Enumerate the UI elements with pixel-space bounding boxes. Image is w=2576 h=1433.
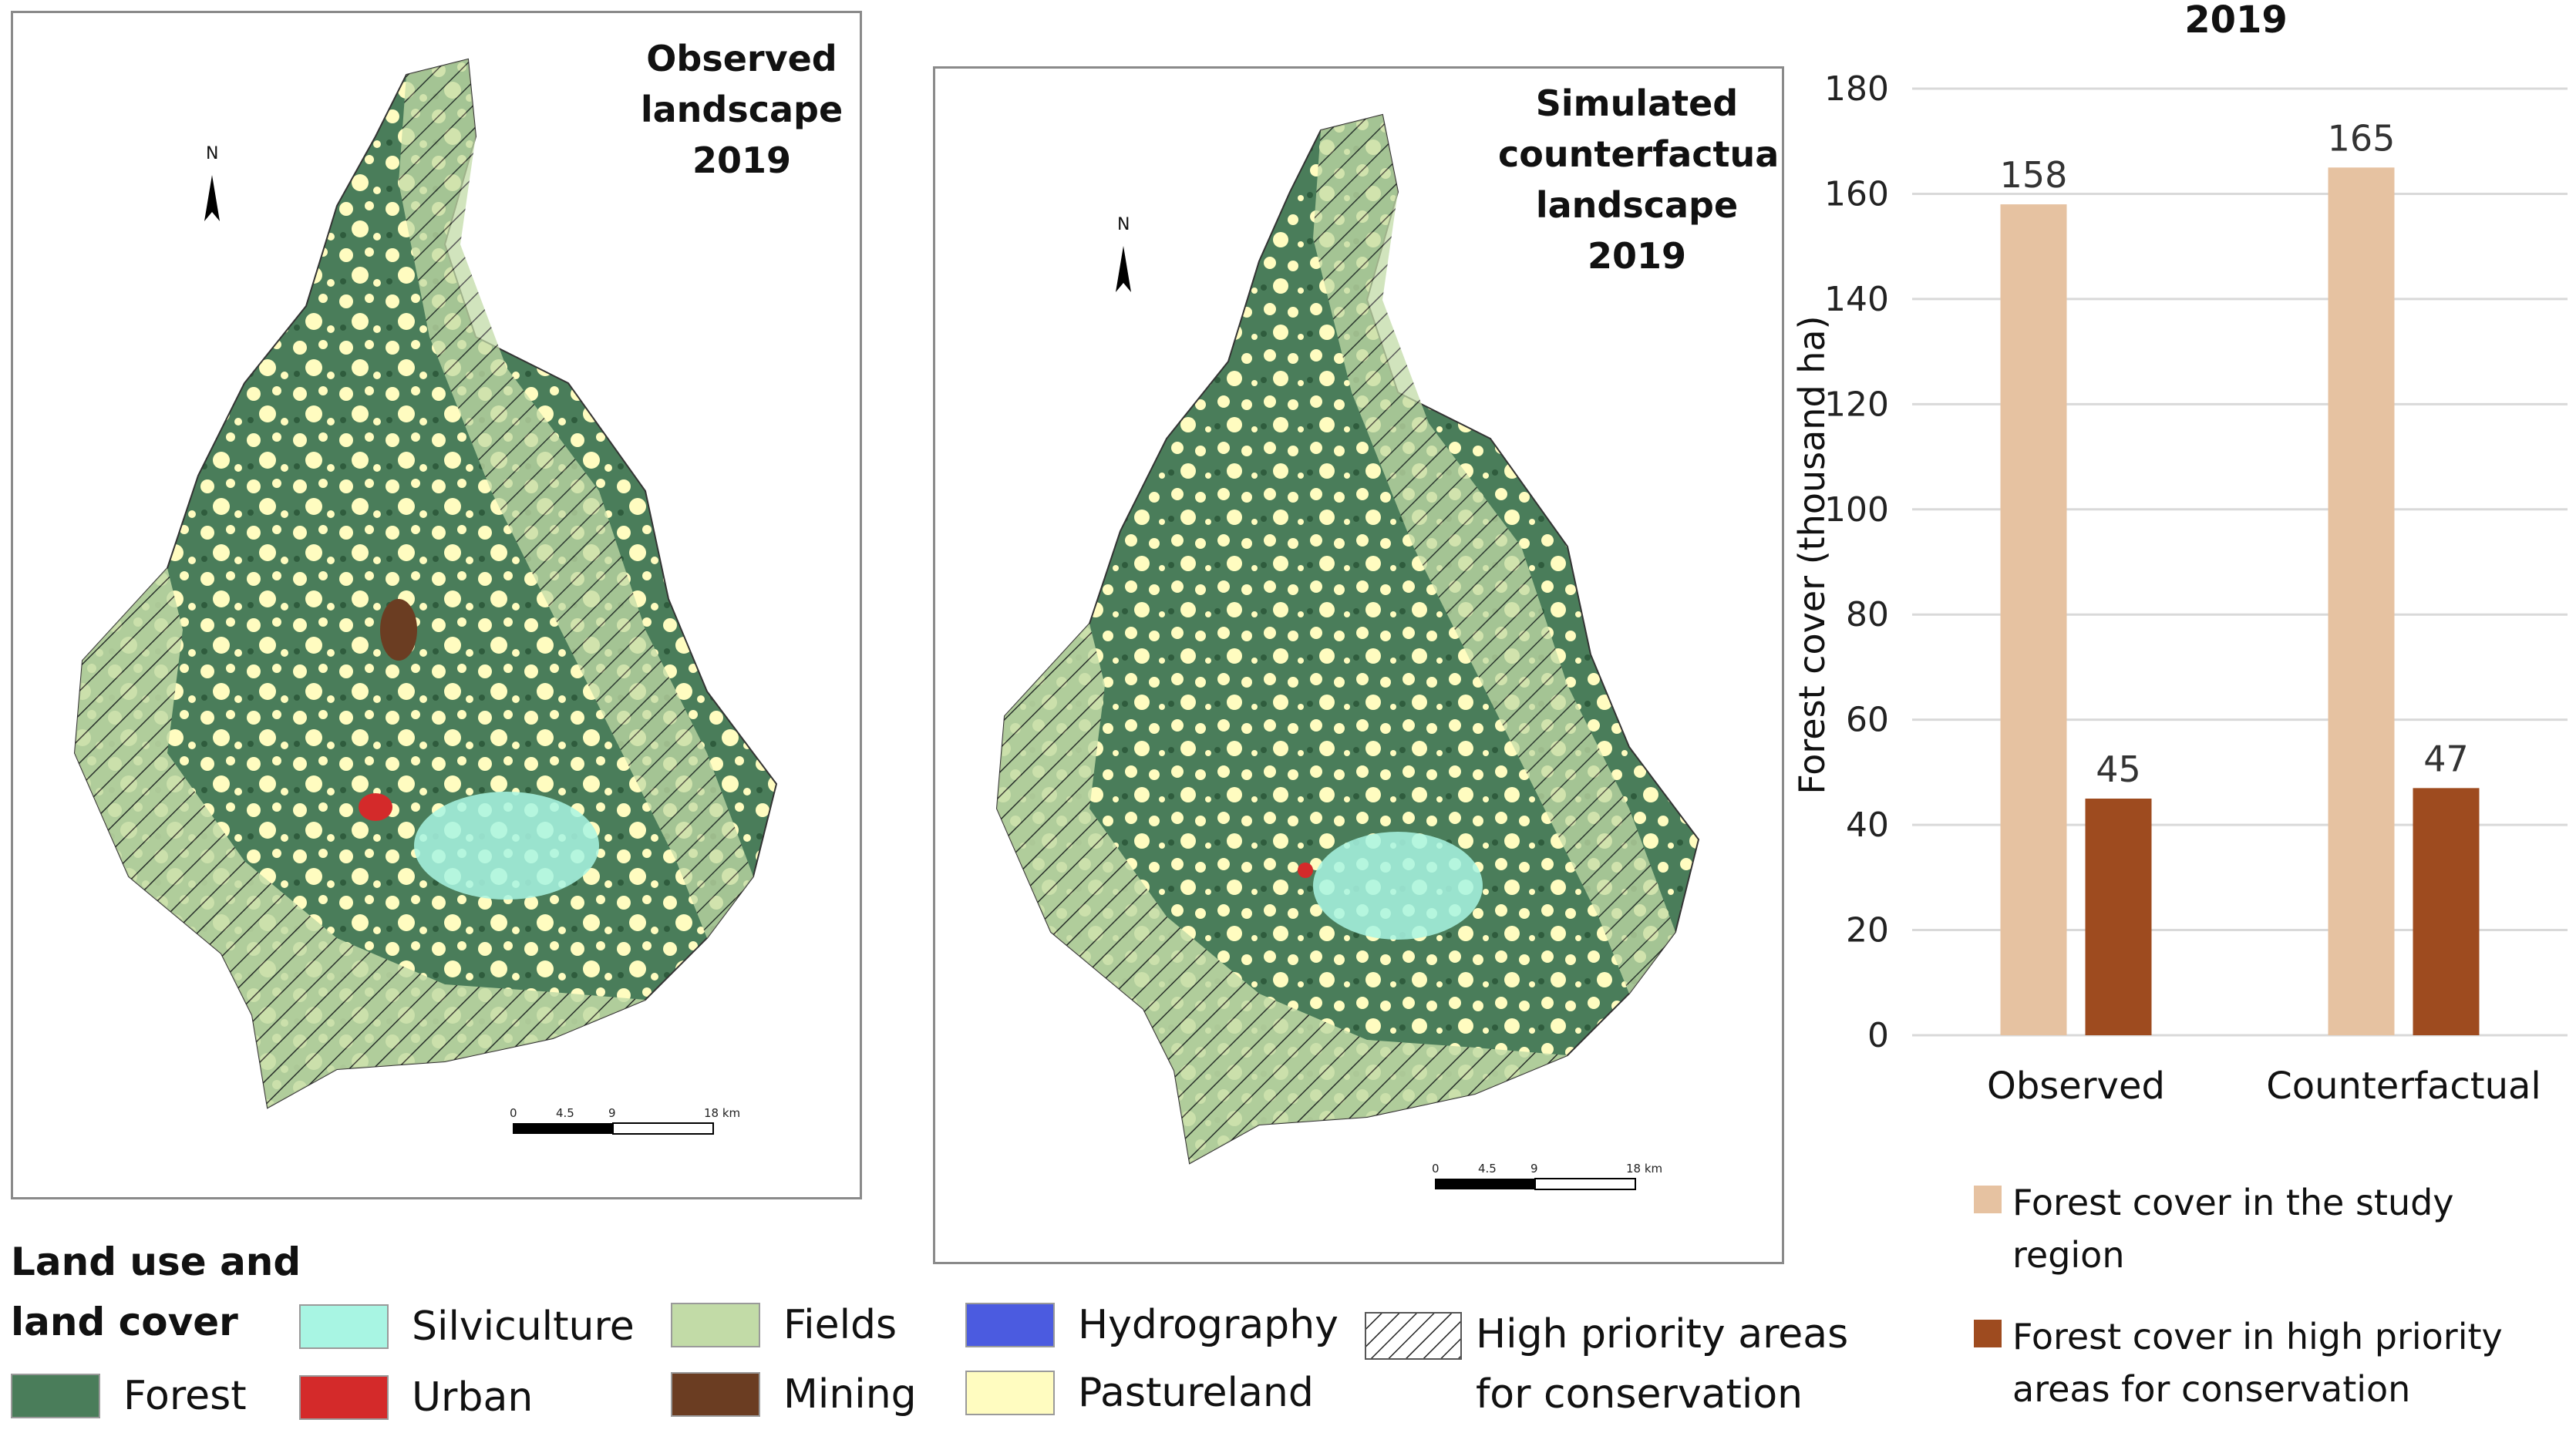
counterfactual-landscape-map: 0 4.5 9 18 km: [995, 113, 1700, 1190]
y-tick-label: 80: [1846, 595, 1889, 634]
legend-item-mining: Mining: [671, 1371, 917, 1418]
scale-tick-3: 18 km: [704, 1106, 740, 1120]
chart-title: 2019: [2184, 0, 2288, 42]
observed-map-panel: 0 4.5 9 18 km N Observed landscape 2019: [11, 11, 862, 1199]
priority-area-west: [75, 568, 645, 1108]
scale-tick-1: 4.5: [556, 1106, 574, 1120]
land-use-legend-title: Land use and land cover: [11, 1240, 301, 1344]
data-label: 158: [2000, 154, 2068, 196]
urban-patch: [1298, 863, 1313, 878]
silviculture-swatch: [299, 1304, 389, 1349]
category-label: Counterfactual: [2266, 1065, 2541, 1108]
observed-landscape-map: 0 4.5 9 18 km: [73, 58, 778, 1135]
high-priority-label: High priority areas for conservation: [1476, 1311, 1849, 1418]
legend-item-forest: Forest: [11, 1372, 247, 1420]
pastureland-label: Pastureland: [1078, 1370, 1314, 1416]
priority-area-west: [997, 624, 1567, 1163]
pastureland-swatch: [965, 1371, 1055, 1415]
forest-cover-chart: 2019 Forest cover (thousand ha) 0 20 40 60 8…: [1773, 0, 2576, 1433]
legend-item-pastureland: Pastureland: [965, 1369, 1314, 1417]
chart-legend-item-priority-areas: Forest cover in high priority areas for …: [1974, 1310, 2503, 1415]
silviculture-patch: [1313, 832, 1483, 940]
chart-svg: 2019 Forest cover (thousand ha) 0 20 40 60 8…: [1791, 0, 2568, 1108]
legend-item-urban: Urban: [299, 1374, 533, 1421]
y-tick-label: 60: [1846, 701, 1889, 740]
north-arrow-icon: [204, 175, 220, 221]
urban-patch: [359, 793, 392, 821]
scale-tick-2: 9: [1530, 1162, 1538, 1176]
scale-bar: 0 4.5 9 18 km: [510, 1106, 740, 1135]
y-tick-label: 20: [1846, 911, 1889, 950]
legend-label-priority-areas: Forest cover in high priority areas for …: [2012, 1316, 2503, 1410]
y-tick-label: 140: [1824, 280, 1889, 319]
scale-bar: 0 4.5 9 18 km: [1432, 1162, 1662, 1190]
silviculture-patch: [414, 792, 599, 900]
hydrography-swatch: [965, 1303, 1055, 1347]
silviculture-label: Silviculture: [412, 1303, 635, 1350]
scale-tick-1: 4.5: [1478, 1162, 1497, 1176]
legend-item-silviculture: Silviculture: [299, 1303, 635, 1351]
y-tick-label: 180: [1824, 69, 1889, 109]
y-tick-label: 40: [1846, 806, 1889, 845]
fields-label: Fields: [783, 1302, 897, 1348]
priority-area-east: [1313, 115, 1675, 994]
mining-patch: [380, 599, 417, 661]
hydrography-label: Hydrography: [1078, 1302, 1339, 1348]
y-axis-title: Forest cover (thousand ha): [1791, 315, 1833, 794]
scale-tick-3: 18 km: [1626, 1162, 1662, 1176]
scale-tick-2: 9: [608, 1106, 616, 1120]
bar-observed-series-1: [2085, 799, 2152, 1035]
scale-tick-0: 0: [1432, 1162, 1440, 1176]
y-tick-label: 0: [1867, 1016, 1889, 1055]
north-label: N: [206, 144, 219, 163]
urban-swatch: [299, 1375, 389, 1420]
priority-area-east: [399, 59, 753, 938]
counterfactual-map-title: Simulated counterfactual landscape 2019: [1498, 82, 1784, 277]
urban-label: Urban: [412, 1374, 534, 1421]
legend-swatch-study-region: [1974, 1186, 2002, 1213]
north-arrow-icon: [1116, 246, 1131, 292]
y-tick-label: 120: [1824, 385, 1889, 424]
data-label: 47: [2423, 738, 2469, 779]
legend-item-hydrography: Hydrography: [965, 1301, 1339, 1349]
mining-label: Mining: [783, 1371, 917, 1418]
counterfactual-map-panel: 0 4.5 9 18 km N Simulated counterfactual…: [933, 66, 1784, 1264]
mining-swatch: [671, 1372, 760, 1417]
legend-item-high-priority: High priority areas for conservation: [1365, 1304, 1848, 1425]
hatch-swatch: [1365, 1312, 1462, 1360]
y-tick-label: 160: [1824, 174, 1889, 214]
scale-tick-0: 0: [510, 1106, 517, 1120]
bar-counterfactual-series-0: [2328, 167, 2395, 1035]
north-label: N: [1117, 215, 1130, 234]
bar-counterfactual-series-1: [2413, 788, 2480, 1035]
forest-swatch: [11, 1374, 100, 1418]
category-label: Observed: [1987, 1065, 2165, 1108]
legend-swatch-priority-areas: [1974, 1320, 2002, 1347]
fields-swatch: [671, 1303, 760, 1347]
legend-label-study-region: Forest cover in the study region: [2012, 1182, 2454, 1276]
forest-label: Forest: [123, 1373, 247, 1419]
y-tick-label: 100: [1824, 490, 1889, 530]
chart-legend-item-study-region: Forest cover in the study region: [1974, 1176, 2576, 1281]
data-label: 165: [2328, 117, 2396, 159]
observed-map-title: Observed landscape 2019: [640, 38, 844, 181]
bar-observed-series-0: [2000, 204, 2067, 1036]
legend-item-fields: Fields: [671, 1301, 897, 1349]
data-label: 45: [2096, 748, 2141, 790]
